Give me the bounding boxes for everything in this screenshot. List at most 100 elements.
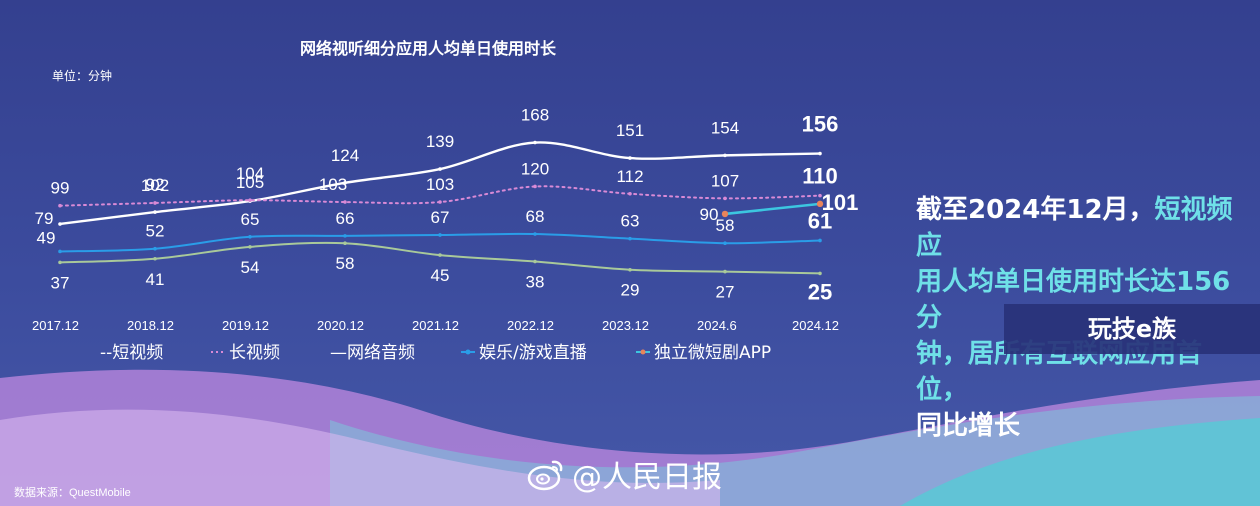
label-live-4: 67 <box>431 208 450 227</box>
label-live-2: 65 <box>241 210 260 229</box>
point-audio-5 <box>533 259 537 264</box>
point-micro-drama-8 <box>816 200 824 208</box>
point-long-video-2 <box>248 198 252 202</box>
point-micro-drama-7 <box>721 210 729 218</box>
legend-marker-live <box>465 349 471 355</box>
x-tick-8: 2024.12 <box>792 318 839 333</box>
point-short-video-6 <box>628 156 632 160</box>
label-short-video-5: 168 <box>521 106 549 125</box>
x-tick-5: 2022.12 <box>507 318 554 333</box>
label-short-video-2: 104 <box>236 164 264 183</box>
legend-label-live: 娱乐/游戏直播 <box>479 343 587 363</box>
point-long-video-1 <box>153 201 157 205</box>
label-live-7: 58 <box>716 216 735 235</box>
point-audio-3 <box>343 241 347 246</box>
point-short-video-4 <box>438 167 442 171</box>
label-audio-2: 54 <box>241 258 260 277</box>
bg-wave-cyan <box>900 418 1260 506</box>
point-long-video-5 <box>533 184 537 189</box>
point-live-4 <box>438 233 442 237</box>
point-short-video-8 <box>818 151 822 156</box>
x-tick-0: 2017.12 <box>32 318 79 333</box>
point-audio-7 <box>723 269 727 274</box>
point-live-0 <box>58 249 62 254</box>
point-live-8 <box>818 238 822 243</box>
label-long-video-5: 120 <box>521 159 549 178</box>
label-long-video-8: 110 <box>802 164 838 189</box>
label-short-video-4: 139 <box>426 132 454 151</box>
label-live-1: 52 <box>146 222 165 241</box>
point-live-5 <box>533 232 537 236</box>
label-long-video-1: 102 <box>141 176 169 195</box>
point-live-2 <box>248 235 252 239</box>
label-live-0: 49 <box>37 228 56 247</box>
label-audio-3: 58 <box>336 254 355 273</box>
point-live-1 <box>153 246 157 251</box>
label-live-3: 66 <box>336 209 355 228</box>
summary-line4: 同比增长 <box>916 411 1021 441</box>
x-tick-7: 2024.6 <box>697 318 737 333</box>
weibo-text: @人民日报 <box>572 460 722 495</box>
point-audio-0 <box>58 260 62 265</box>
watermark: 玩技e族 <box>1004 304 1260 354</box>
x-tick-4: 2021.12 <box>412 318 459 333</box>
point-audio-1 <box>153 256 157 261</box>
legend-label-micro-drama: 独立微短剧APP <box>654 343 771 363</box>
point-audio-4 <box>438 253 442 257</box>
point-live-7 <box>723 241 727 246</box>
label-live-5: 68 <box>526 207 545 226</box>
label-short-video-8: 156 <box>802 112 839 137</box>
label-short-video-3: 124 <box>331 146 359 165</box>
label-live-6: 63 <box>621 212 640 231</box>
label-long-video-3: 103 <box>319 175 347 194</box>
point-short-video-7 <box>723 153 727 158</box>
summary-text: 截至2024年12月，短视频应 用人均单日使用时长达156分 钟，居所有互联网应… <box>916 192 1246 444</box>
unit-label: 单位：分钟 <box>52 68 112 83</box>
label-live-8: 61 <box>808 208 832 233</box>
label-audio-6: 29 <box>621 281 640 300</box>
data-labels: 79 92 104 124 139 168 151 154 156 99 102 105 103 103 1… <box>35 106 859 305</box>
summary-line2: 用人均单日使用时长达156分 <box>916 267 1231 333</box>
summary-line1-a: 截至2024年12月， <box>916 195 1155 225</box>
label-short-video-1: 92 <box>146 175 165 194</box>
series-lines <box>58 140 824 276</box>
x-tick-6: 2023.12 <box>602 318 649 333</box>
weibo-icon <box>527 460 563 491</box>
point-audio-8 <box>818 271 822 276</box>
label-micro-drama-8: 101 <box>822 190 859 215</box>
point-audio-2 <box>248 245 252 249</box>
label-audio-0: 37 <box>51 273 70 292</box>
label-short-video-7: 154 <box>711 118 739 137</box>
point-long-video-6 <box>628 191 632 196</box>
point-short-video-3 <box>343 181 347 185</box>
chart-title: 网络视听细分应用人均单日使用时长 <box>300 39 557 58</box>
legend-label-audio: —网络音频 <box>330 343 415 363</box>
label-micro-drama-7: 90 <box>700 205 719 224</box>
point-long-video-7 <box>723 196 727 201</box>
summary-line1-b: 短视频应 <box>916 195 1233 261</box>
label-audio-5: 38 <box>526 273 545 292</box>
label-long-video-6: 112 <box>616 167 643 186</box>
point-long-video-0 <box>58 203 62 208</box>
x-axis: 2017.12 2018.12 2019.12 2020.12 2021.12 2022.… <box>32 318 839 333</box>
point-short-video-0 <box>58 222 62 226</box>
label-long-video-2: 105 <box>236 173 264 192</box>
x-tick-3: 2020.12 <box>317 318 364 333</box>
label-long-video-7: 107 <box>711 171 739 190</box>
legend-label-short-video: --短视频 <box>100 343 163 363</box>
point-long-video-3 <box>343 200 347 204</box>
series-line-micro-drama <box>724 202 821 216</box>
legend: --短视频 长视频 —网络音频 娱乐/游戏直播 独立微短剧APP <box>100 343 771 363</box>
point-audio-6 <box>628 267 632 272</box>
x-tick-1: 2018.12 <box>127 318 174 333</box>
point-short-video-1 <box>153 210 157 214</box>
legend-marker-micro-drama <box>640 349 646 355</box>
label-long-video-0: 99 <box>51 179 70 198</box>
label-audio-7: 27 <box>716 283 735 302</box>
point-short-video-5 <box>533 140 537 145</box>
weibo-handle[interactable]: @人民日报 <box>526 452 722 496</box>
point-live-6 <box>628 236 632 241</box>
point-live-3 <box>343 234 347 238</box>
point-long-video-4 <box>438 200 442 204</box>
